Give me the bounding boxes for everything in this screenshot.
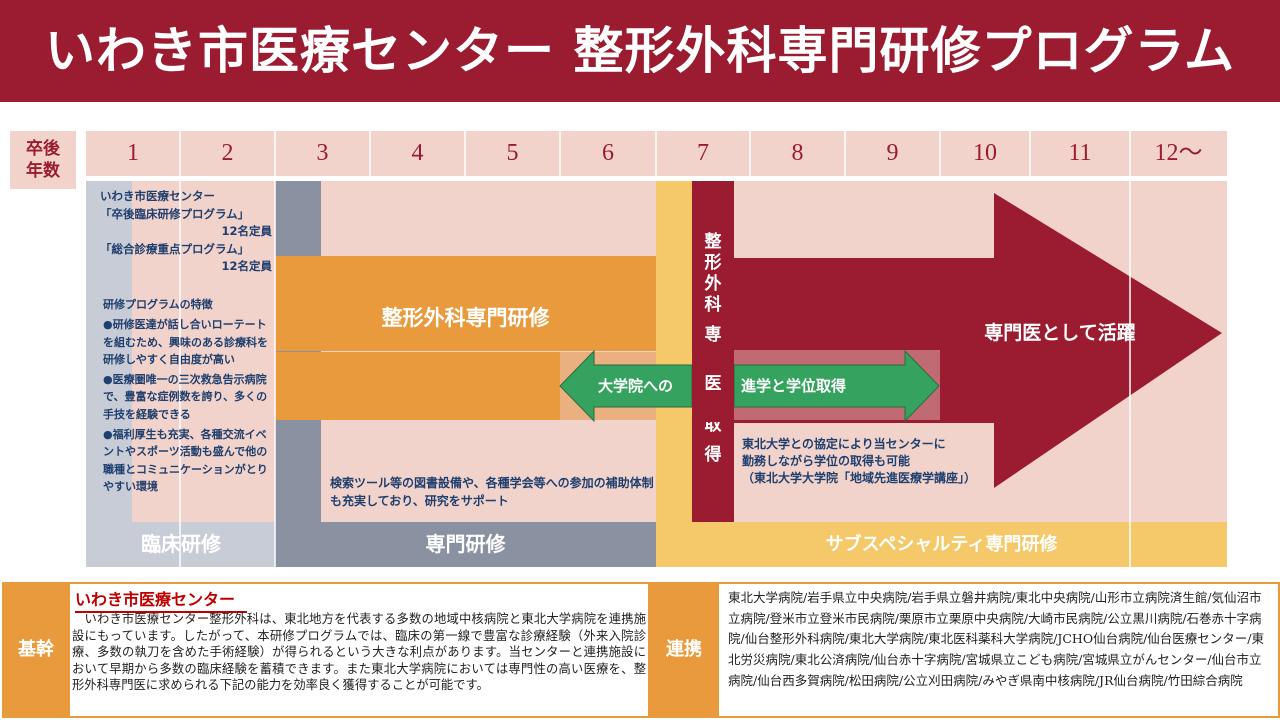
grid-line — [749, 131, 751, 181]
grid-line — [844, 131, 846, 181]
graduate-right-label: 進学と学位取得 — [741, 377, 847, 395]
features-title: 研修プログラムの特徴 — [103, 298, 213, 311]
board-certification-bar-overlap — [692, 350, 734, 422]
partner-hospitals-tab: 連携 — [649, 582, 719, 718]
clinical-band-label: 臨床研修 — [141, 532, 221, 556]
year-label-line2: 年数 — [26, 161, 60, 181]
year-3: 3 — [275, 131, 370, 176]
partner-hospitals-list: 東北大学病院/岩手県立中央病院/岩手県立磐井病院/東北中央病院/山形市立病院済生… — [728, 590, 1264, 688]
title-bar — [0, 0, 1280, 102]
graduate-left-label: 大学院への — [598, 377, 674, 395]
year-9: 9 — [845, 131, 940, 176]
subspecialty-band-label: サブスペシャルティ専門研修 — [825, 534, 1058, 555]
grid-line — [369, 131, 371, 181]
year-2: 2 — [180, 131, 275, 176]
grid-line — [1129, 131, 1131, 567]
header-divider — [86, 176, 1227, 181]
feature-item: ●研修医達が話し合いローテートを組むため、興味のある診療科を研修しやすく自由度が… — [103, 318, 268, 366]
feature-item: ●福利厚生も充実、各種交流イベントやスポーツ活動も盛んで他の職種とコミュニケーシ… — [103, 428, 268, 493]
clinical-band — [86, 522, 276, 567]
grid-line — [464, 131, 466, 181]
specialty-band — [275, 522, 656, 567]
year-11: 11 — [1030, 131, 1130, 176]
feature-item: ●医療圏唯一の三次救急告示病院で、豊富な症例数を誇り、多くの手技を経験できる — [103, 373, 268, 421]
page-title: いわき市医療センター 整形外科専門研修プログラム — [45, 22, 1235, 80]
base-hospital-tab: 基幹 — [2, 582, 70, 718]
career-arrow-label: 専門医として活躍 — [984, 322, 1136, 344]
year-7: 7 — [656, 131, 750, 176]
ortho-training-block-lower — [275, 352, 560, 420]
year-1: 1 — [86, 131, 180, 176]
base-hospital-panel — [2, 582, 650, 718]
clinical-features: 研修プログラムの特徴 ●研修医達が話し合いローテートを組むため、興味のある診療科… — [103, 296, 273, 495]
grid-line — [559, 131, 561, 181]
subspecialty-band — [656, 522, 1227, 567]
ortho-training-block — [275, 256, 656, 351]
base-hospital-heading: いわき市医療センター — [75, 586, 247, 613]
specialty-band-label: 専門研修 — [425, 532, 506, 556]
year-10: 10 — [940, 131, 1030, 176]
grid-line — [939, 131, 941, 181]
base-hospital-description: いわき市医療センター整形外科は、東北地方を代表する多数の地域中核病院と東北大学病… — [72, 612, 646, 693]
subspecialty-strip — [656, 181, 692, 522]
ortho-training-label: 整形外科専門研修 — [381, 306, 550, 330]
grid-line — [179, 131, 181, 567]
partner-hospitals-panel — [649, 582, 1280, 718]
tohoku-agreement-text: 東北大学との協定により当センターに 勤務しながら学位の取得も可能 （東北大学大学… — [742, 437, 977, 485]
board-certification-char-overlap: 医 — [704, 374, 722, 394]
year-4: 4 — [370, 131, 465, 176]
research-support-text: 検索ツール等の図書設備や、各種学会等への参加の補助体制も充実しており、研究をサポ… — [330, 476, 654, 508]
year-label-line1: 卒後 — [26, 139, 60, 159]
clinical-intro: いわき市医療センター 「卒後臨床研修プログラム」 12名定員 「総合診療重点プロ… — [100, 189, 272, 273]
year-6: 6 — [560, 131, 656, 176]
year-label: 卒後 年数 — [10, 131, 76, 189]
year-8: 8 — [750, 131, 845, 176]
board-certification-label: 整 形 外 科 専 門 医 取 得 — [704, 232, 722, 465]
clinical-strip — [86, 181, 132, 567]
year-5: 5 — [465, 131, 560, 176]
grid-line — [274, 131, 276, 567]
grid-line — [655, 131, 657, 181]
year-12-plus: 12〜 — [1130, 131, 1227, 176]
grid-line — [1029, 131, 1031, 181]
